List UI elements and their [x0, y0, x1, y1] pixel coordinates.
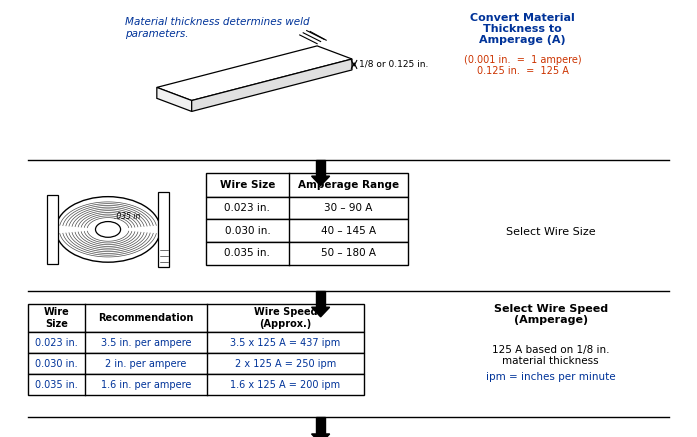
Text: 1.6 in. per ampere: 1.6 in. per ampere — [101, 380, 191, 389]
Text: Wire
Size: Wire Size — [44, 307, 69, 329]
Bar — [28, 332, 364, 353]
Text: ipm = inches per minute: ipm = inches per minute — [486, 372, 615, 382]
Text: 1.6 x 125 A = 200 ipm: 1.6 x 125 A = 200 ipm — [231, 380, 340, 389]
Text: 1/8 or 0.125 in.: 1/8 or 0.125 in. — [359, 60, 429, 69]
Text: Thickness to: Thickness to — [484, 24, 562, 34]
Text: 0.125 in.  =  125 A: 0.125 in. = 125 A — [477, 66, 569, 76]
Text: 50 – 180 A: 50 – 180 A — [321, 249, 376, 258]
Text: material thickness: material thickness — [503, 356, 599, 366]
Polygon shape — [157, 46, 352, 101]
Text: 2 in. per ampere: 2 in. per ampere — [105, 359, 187, 368]
Text: Amperage (A): Amperage (A) — [480, 35, 566, 45]
Text: Recommendation: Recommendation — [98, 313, 194, 323]
Bar — [206, 219, 408, 242]
Text: 30 – 90 A: 30 – 90 A — [324, 203, 373, 213]
Text: 125 A based on 1/8 in.: 125 A based on 1/8 in. — [492, 345, 609, 355]
Text: 0.023 in.: 0.023 in. — [224, 203, 270, 213]
Bar — [206, 197, 408, 219]
Text: 0.023 in.: 0.023 in. — [35, 338, 78, 347]
Circle shape — [95, 222, 121, 237]
Polygon shape — [312, 434, 330, 437]
Bar — [206, 242, 408, 265]
Text: Select Wire Size: Select Wire Size — [506, 227, 595, 236]
Polygon shape — [158, 192, 169, 267]
Bar — [28, 374, 364, 395]
Text: Amperage Range: Amperage Range — [298, 180, 399, 190]
Polygon shape — [316, 417, 325, 434]
Text: 3.5 in. per ampere: 3.5 in. per ampere — [101, 338, 191, 347]
Text: 40 – 145 A: 40 – 145 A — [321, 226, 376, 236]
Polygon shape — [316, 160, 325, 176]
Polygon shape — [47, 195, 58, 264]
Bar — [28, 304, 364, 332]
Polygon shape — [312, 307, 330, 317]
Text: Convert Material: Convert Material — [470, 13, 575, 23]
Text: (0.001 in.  =  1 ampere): (0.001 in. = 1 ampere) — [464, 55, 581, 65]
Text: 0.035 in.: 0.035 in. — [224, 249, 270, 258]
Polygon shape — [192, 59, 352, 111]
Text: 2 x 125 A = 250 ipm: 2 x 125 A = 250 ipm — [235, 359, 336, 368]
Text: .035 in: .035 in — [114, 212, 140, 221]
Polygon shape — [312, 176, 330, 186]
Text: 0.035 in.: 0.035 in. — [35, 380, 78, 389]
Text: Wire Speed
(Approx.): Wire Speed (Approx.) — [254, 307, 317, 329]
Text: 3.5 x 125 A = 437 ipm: 3.5 x 125 A = 437 ipm — [230, 338, 341, 347]
Text: 0.030 in.: 0.030 in. — [224, 226, 270, 236]
Polygon shape — [316, 291, 325, 307]
Text: Material thickness determines weld
parameters.: Material thickness determines weld param… — [125, 17, 310, 39]
Text: Wire Size: Wire Size — [220, 180, 275, 190]
Text: Select Wire Speed
(Amperage): Select Wire Speed (Amperage) — [493, 304, 608, 325]
Polygon shape — [157, 87, 192, 111]
Text: 0.030 in.: 0.030 in. — [35, 359, 78, 368]
Bar — [28, 353, 364, 374]
Bar — [206, 173, 408, 197]
